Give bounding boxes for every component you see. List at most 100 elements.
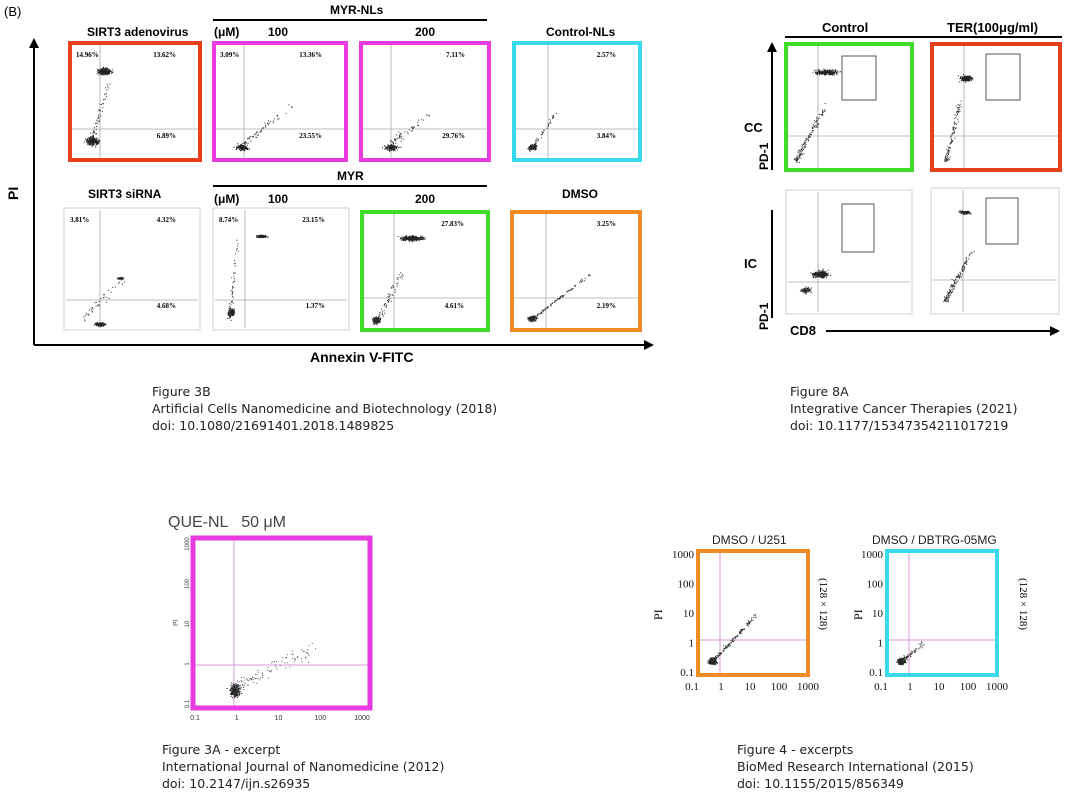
caption-figure-8a-line3: doi: 10.1177/15347354211017219 [790, 418, 1009, 433]
quadrant-percent-lower-right: 1.37% [306, 302, 325, 310]
y-tick-label: 100 [185, 578, 191, 589]
x-tick-label: 1 [235, 715, 239, 722]
x-tick-label: 100 [314, 715, 326, 722]
quadrant-percent-upper-right: 2.57% [597, 51, 616, 59]
scatter-diagonal [390, 114, 430, 144]
panel-background [931, 188, 1059, 314]
row-label-cc: CC [744, 120, 763, 135]
panel-label-b: (B) [4, 4, 21, 19]
y-tick-label: 100 [678, 579, 695, 591]
fig3a-y-label: PI [173, 619, 180, 626]
panel-frame [190, 535, 373, 711]
col-label-ter: TER(100μg/ml) [947, 20, 1038, 35]
caption-figure-3b-line3: doi: 10.1080/21691401.2018.1489825 [152, 418, 395, 433]
caption-figure-4-line3: doi: 10.1155/2015/856349 [737, 776, 904, 791]
panel-background [361, 43, 489, 160]
y-axis-label-pi: PI [5, 187, 21, 200]
scatter-cluster [382, 143, 402, 152]
fig8a-x-label-cd8: CD8 [790, 323, 816, 338]
scatter-cluster [233, 143, 250, 152]
cd8-pd1-gate-box [985, 53, 1021, 101]
cd8-pd1-gate-box [985, 197, 1019, 245]
quadrant-percent-upper-right: 7.11% [446, 51, 465, 59]
header-myr: MYR [337, 169, 364, 183]
panel-background [786, 44, 912, 170]
scatter-cluster [957, 74, 974, 83]
fig3a-panel-group: 1000 100 10 1 0.1 0.1 1 10 100 1000 [185, 535, 373, 722]
x-tick-label: 0.1 [874, 681, 888, 693]
scatter-cluster [256, 234, 269, 239]
x-tick-label: 1 [907, 681, 913, 693]
fig4-panel-left: 1000 100 10 1 0.1 0.1 1 10 100 1000 [672, 549, 820, 693]
quadrant-percent-upper-right: 4.32% [157, 216, 176, 224]
x-tick-label: 1000 [797, 681, 820, 693]
y-tick-label: 1 [689, 638, 695, 650]
panel-frame [512, 41, 642, 162]
scatter-diagonal [89, 83, 111, 146]
quadrant-percent-upper-right: 27.83% [441, 220, 464, 228]
x-axis-label-annexin: Annexin V-FITC [310, 349, 413, 365]
x-tick-label: 1000 [354, 715, 370, 722]
fig4-right-side-label: (128 × 128) [1017, 578, 1029, 630]
fig8a-y-label-bottom: PD-1 [757, 302, 771, 330]
fig8a-panel-group [784, 42, 1062, 315]
header-um-bottom: (μM) [214, 192, 239, 206]
x-tick-label: 10 [934, 681, 946, 693]
panel-frame [785, 189, 913, 315]
y-tick-label: 1000 [185, 537, 191, 551]
quadrant-percent-lower-right: 6.89% [157, 132, 176, 140]
cd8-pd1-gate-box [841, 203, 875, 253]
row-label-ic: IC [744, 256, 758, 271]
y-tick-label: 0.1 [185, 699, 191, 708]
panel-frame [510, 210, 642, 332]
panel-frame [359, 41, 491, 162]
scatter-diagonal [794, 103, 826, 163]
header-dose-200-bottom: 200 [415, 192, 435, 206]
quadrant-percent-lower-right: 4.61% [445, 302, 464, 310]
scatter-cluster [958, 209, 972, 215]
scatter-cluster [84, 136, 101, 148]
fig3b-panel-4: 2.57% 3.84% [512, 41, 642, 162]
fig3b-panel-8: 3.25% 2.19% [510, 210, 642, 332]
scatter-diagonal [710, 613, 757, 665]
header-um-top: (μM) [214, 25, 239, 39]
header-sirt3-sirna: SIRT3 siRNA [88, 187, 162, 201]
caption-figure-3a: Figure 3A - excerpt International Journa… [162, 741, 444, 792]
quadrant-percent-upper-right: 3.25% [597, 220, 616, 228]
panel-frame [63, 207, 201, 331]
quadrant-percent-lower-right: 29.76% [442, 132, 465, 140]
panel-background [362, 212, 488, 330]
quadrant-percent-lower-right: 2.19% [597, 302, 616, 310]
fig4-right-title: DMSO / DBTRG-05MG [872, 533, 997, 547]
x-tick-label: 100 [960, 681, 977, 693]
fig3b-panel-2: 3.09% 13.36% 23.55% [212, 41, 348, 162]
figure-3b: (B) PI Annexin V-FITC SIRT3 adenovirus M… [4, 3, 654, 365]
caption-figure-4: Figure 4 - excerpts BioMed Research Inte… [737, 741, 974, 792]
y-tick-label: 1 [185, 662, 191, 666]
scatter-cluster [116, 276, 125, 281]
panel-background [213, 208, 349, 330]
quadrant-percent-upper-left: 3.09% [220, 51, 239, 59]
panel-frame [212, 41, 348, 162]
scatter-diagonal [944, 100, 962, 162]
panel-frame [68, 41, 202, 162]
header-myr-nls: MYR-NLs [330, 3, 384, 17]
panel-background [514, 43, 640, 160]
panel-frame [696, 549, 810, 677]
y-tick-label: 10 [185, 620, 191, 627]
fig3b-panel-3: 7.11% 29.76% [359, 41, 491, 162]
y-tick-label: 1000 [861, 549, 884, 561]
fig3b-panel-7: 27.83% 4.61% [360, 210, 490, 332]
y-tick-label: 1 [878, 638, 884, 650]
caption-figure-3b-line2: Artificial Cells Nanomedicine and Biotec… [152, 401, 498, 416]
x-tick-label: 0.1 [685, 681, 699, 693]
fig3b-panel-5: 3.81% 4.32% 4.68% [63, 207, 201, 331]
fig8a-panel-2 [930, 42, 1062, 172]
caption-figure-8a: Figure 8A Integrative Cancer Therapies (… [790, 383, 1018, 434]
quadrant-percent-upper-right: 13.62% [153, 51, 176, 59]
header-dose-100-bottom: 100 [268, 192, 288, 206]
panel-frame [212, 207, 350, 331]
quadrant-percent-lower-right: 3.84% [597, 132, 616, 140]
